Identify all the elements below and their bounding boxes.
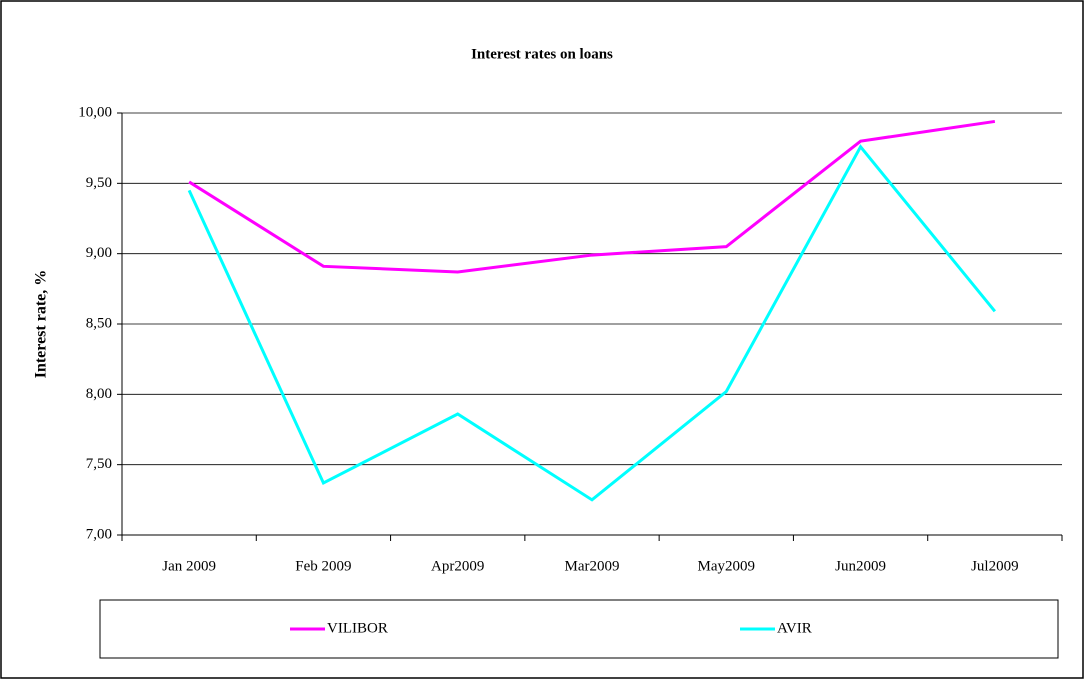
series-line: [187, 144, 997, 502]
y-axis-label: Interest rate, %: [33, 270, 50, 379]
x-tick-label: Jan 2009: [162, 558, 216, 574]
chart-title: Interest rates on loans: [471, 46, 613, 62]
series-line: [188, 119, 996, 274]
y-tick-label: 9,50: [86, 175, 112, 191]
y-tick-label: 10,00: [78, 104, 112, 120]
legend-box: [99, 599, 1059, 659]
legend-label: AVIR: [777, 620, 812, 636]
legend-label: VILIBOR: [327, 620, 388, 636]
x-tick-label: Apr2009: [431, 558, 484, 574]
y-tick-label: 9,00: [86, 245, 112, 261]
x-tick-label: May2009: [698, 558, 756, 574]
y-tick-label: 8,50: [86, 315, 112, 331]
y-tick-label: 7,50: [86, 456, 112, 472]
x-tick-label: Feb 2009: [295, 558, 351, 574]
x-tick-label: Mar2009: [565, 558, 620, 574]
x-tick-label: Jun2009: [835, 558, 886, 574]
y-tick-label: 7,00: [86, 526, 112, 542]
x-tick-label: Jul2009: [971, 558, 1019, 574]
y-tick-label: 8,00: [86, 386, 112, 402]
